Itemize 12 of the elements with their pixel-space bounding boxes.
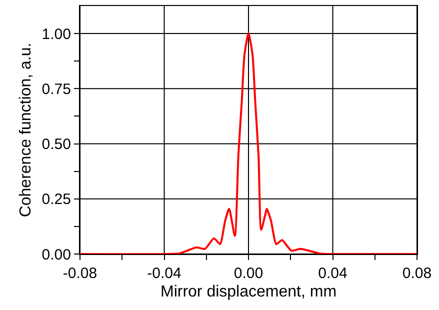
y-tick-label: 1.00 <box>42 26 71 43</box>
x-tick-label: -0.04 <box>147 265 182 282</box>
y-tick-label: 0.00 <box>42 246 71 264</box>
x-tick-label: 0.08 <box>402 265 432 282</box>
y-tick-label: 0.50 <box>42 136 71 154</box>
x-tick-label: 0.04 <box>318 265 348 282</box>
y-tick-label: 0.25 <box>42 191 71 208</box>
y-axis-title: Coherence function, a.u. <box>18 42 35 218</box>
x-tick-label: -0.08 <box>62 265 98 282</box>
y-tick-label: 0.75 <box>42 80 71 98</box>
x-axis-title: Mirror displacement, mm <box>160 284 337 301</box>
x-tick-label: 0.00 <box>234 265 264 282</box>
